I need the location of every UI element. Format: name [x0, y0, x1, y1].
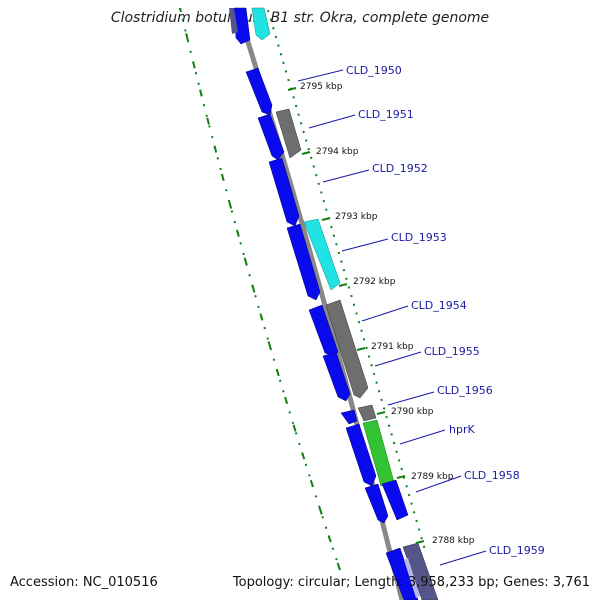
kbp-tick [415, 540, 425, 544]
gene-feature-cld-1951-gray[interactable] [275, 108, 302, 159]
gene-label-cld-1950[interactable]: CLD_1950 [346, 64, 402, 77]
kbp-tick [356, 347, 366, 351]
gene-label-cld-1956[interactable]: CLD_1956 [437, 384, 493, 397]
label-leader [415, 475, 462, 493]
kbp-label: 2788 kbp [432, 536, 475, 546]
gene-label-cld-1954[interactable]: CLD_1954 [411, 299, 467, 312]
gene-label-cld-1953[interactable]: CLD_1953 [391, 231, 447, 244]
kbp-tick [301, 151, 311, 155]
gene-feature-top-purple[interactable] [229, 8, 238, 34]
gene-feature-cld-1956-gray[interactable] [357, 404, 377, 422]
gene-feature-cld-1952[interactable] [268, 157, 300, 227]
label-leader [374, 351, 422, 367]
gene-labels: CLD_1950 CLD_1951 CLD_1952 CLD_1953 CLD_… [297, 64, 545, 566]
kbp-tick [396, 475, 406, 479]
gene-label-cld-1958[interactable]: CLD_1958 [464, 469, 520, 482]
map-title: Clostridium botulinum B1 str. Okra, comp… [111, 10, 489, 26]
gene-feature-cld-1958-blue[interactable] [364, 483, 389, 524]
gene-label-cld-1951[interactable]: CLD_1951 [358, 108, 414, 121]
gene-feature-cld-1950[interactable] [245, 67, 273, 116]
kbp-label: 2792 kbp [353, 277, 396, 287]
label-leader [387, 391, 435, 406]
label-leader [322, 169, 370, 183]
accession-text: Accession: NC_010516 [10, 575, 158, 590]
kbp-label: 2793 kbp [335, 212, 378, 222]
inner-tick-ring [267, 9, 426, 551]
gene-feature-cld-1959-lavender[interactable] [404, 558, 420, 598]
gene-feature-cld-1955[interactable] [322, 351, 351, 402]
gene-feature-cld-1959-blue[interactable] [385, 547, 419, 600]
gene-feature-cld-1951-blue[interactable] [257, 113, 285, 161]
gene-feature-hprk-blue[interactable] [345, 423, 377, 487]
label-leader [308, 114, 356, 129]
gene-feature-top-cyan[interactable] [251, 7, 271, 41]
label-leader [439, 550, 487, 566]
gene-label-cld-1955[interactable]: CLD_1955 [424, 345, 480, 358]
gene-feature-cld-1953-blue[interactable] [286, 223, 321, 301]
label-leader [297, 69, 344, 82]
kbp-tick [321, 217, 331, 221]
genome-summary-text: Topology: circular; Length: 3,958,233 bp… [232, 575, 590, 590]
kbp-label: 2794 kbp [316, 147, 359, 157]
gene-feature-cld-1956-blue[interactable] [340, 409, 358, 425]
kbp-label: 2789 kbp [411, 472, 454, 482]
kbp-tick [287, 87, 297, 91]
gene-label-hprk[interactable]: hprK [449, 423, 475, 436]
gene-feature-top-left[interactable] [233, 7, 251, 45]
kbp-markers: 2795 kbp 2794 kbp 2793 kbp 2792 kbp 2791… [287, 82, 475, 546]
kbp-label: 2791 kbp [371, 342, 414, 352]
gene-feature-cld-1953-cyan[interactable] [303, 218, 341, 291]
label-leader [399, 429, 446, 445]
label-leader [361, 305, 409, 322]
kbp-label: 2795 kbp [300, 82, 343, 92]
gene-feature-cld-1954-gray[interactable] [325, 299, 369, 399]
gene-features [229, 7, 439, 600]
gene-feature-cld-1958-blue-2[interactable] [381, 479, 409, 521]
gene-label-cld-1952[interactable]: CLD_1952 [372, 162, 428, 175]
kbp-tick [376, 411, 386, 415]
kbp-label: 2790 kbp [391, 407, 434, 417]
label-leader [341, 238, 389, 252]
kbp-tick [338, 283, 348, 287]
gene-label-cld-1959[interactable]: CLD_1959 [489, 544, 545, 557]
